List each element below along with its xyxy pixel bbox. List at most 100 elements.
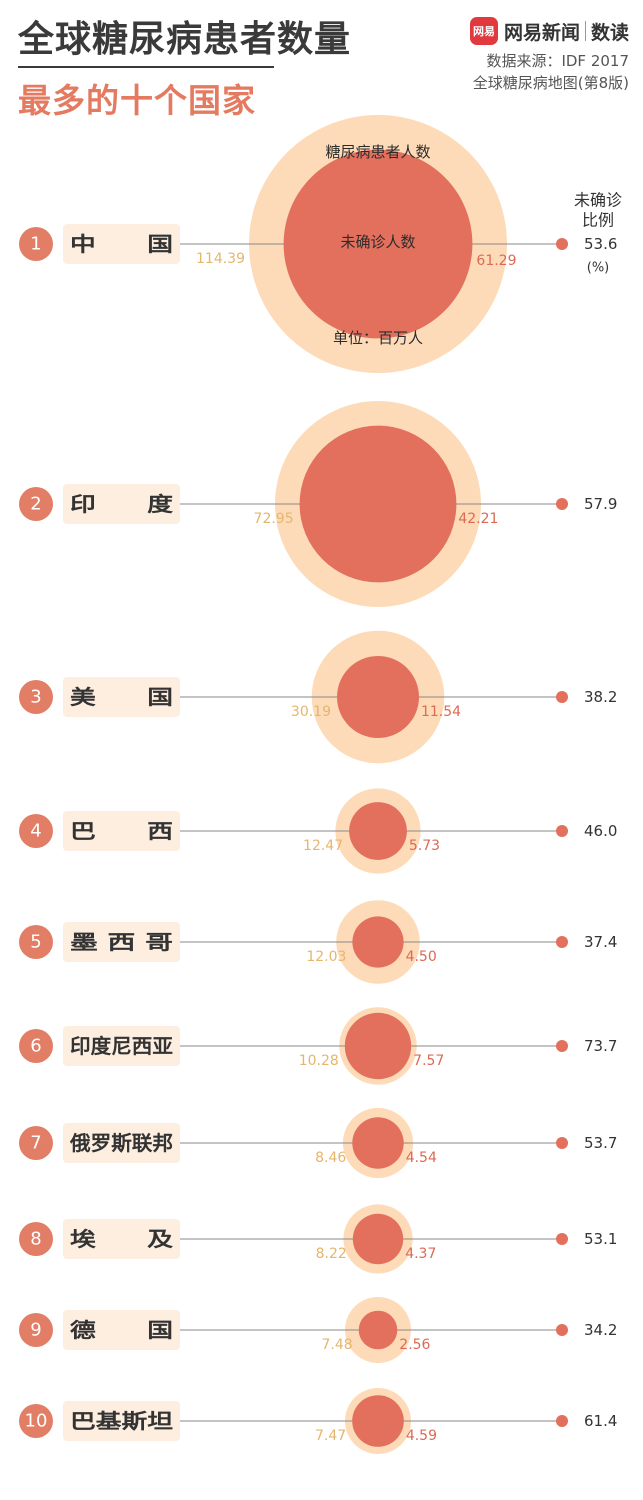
undiagnosed-bubble bbox=[283, 149, 473, 339]
rank-badge bbox=[19, 227, 53, 261]
country-label: 俄罗斯联邦 bbox=[69, 1131, 173, 1155]
undiagnosed-value-label: 4.50 bbox=[406, 949, 437, 965]
ratio-header-line2: 比例 bbox=[582, 211, 614, 230]
undiagnosed-bubble bbox=[352, 916, 404, 968]
undiagnosed-value-label: 4.59 bbox=[406, 1428, 437, 1444]
rank-label: 6 bbox=[30, 1036, 41, 1057]
country-label-box bbox=[63, 484, 180, 524]
total-value-label: 8.46 bbox=[315, 1150, 346, 1166]
country-label: 墨 西 哥 bbox=[70, 930, 173, 954]
total-value-label: 7.47 bbox=[315, 1428, 346, 1444]
rank-badge bbox=[19, 1222, 53, 1256]
rank-label: 9 bbox=[30, 1320, 41, 1341]
undiagnosed-bubble bbox=[299, 425, 457, 583]
ratio-dot bbox=[556, 238, 568, 250]
total-value-label: 10.28 bbox=[299, 1053, 339, 1069]
country-label: 巴基斯坦 bbox=[70, 1409, 173, 1433]
rank-label: 7 bbox=[30, 1133, 41, 1154]
rank-badge bbox=[19, 1029, 53, 1063]
rank-badge bbox=[19, 814, 53, 848]
rank-label: 5 bbox=[30, 932, 41, 953]
undiagnosed-bubble bbox=[352, 1395, 404, 1447]
undiagnosed-value-label: 7.57 bbox=[413, 1053, 444, 1069]
ratio-value-label: 61.4 bbox=[584, 1412, 617, 1430]
total-value-label: 72.95 bbox=[254, 511, 294, 527]
country-label-box bbox=[63, 677, 180, 717]
ratio-value-label: 53.1 bbox=[584, 1230, 617, 1248]
undiagnosed-bubble bbox=[337, 656, 419, 738]
ratio-dot bbox=[556, 1137, 568, 1149]
undiagnosed-bubble bbox=[349, 802, 407, 860]
country-label: 中 国 bbox=[70, 232, 173, 256]
page-title: 全球糖尿病患者数量 bbox=[18, 19, 352, 60]
rank-label: 10 bbox=[25, 1411, 48, 1432]
ratio-dot bbox=[556, 498, 568, 510]
ratio-value-label: 53.7 bbox=[584, 1134, 617, 1152]
country-label-box bbox=[63, 922, 180, 962]
country-label-box bbox=[63, 1310, 180, 1350]
undiagnosed-value-label: 42.21 bbox=[458, 511, 498, 527]
brand: 网易 网易新闻 数读 bbox=[469, 14, 629, 48]
total-value-label: 30.19 bbox=[291, 704, 331, 720]
rank-label: 8 bbox=[30, 1229, 41, 1250]
ratio-value-label: 38.2 bbox=[584, 688, 617, 706]
total-value-label: 8.22 bbox=[316, 1246, 347, 1262]
title-divider bbox=[18, 66, 274, 68]
ratio-dot bbox=[556, 1415, 568, 1427]
page-subtitle: 最多的十个国家 bbox=[18, 81, 256, 120]
legend-outer-label: 糖尿病患者人数 bbox=[325, 143, 430, 161]
ratio-value-label: 46.0 bbox=[584, 822, 617, 840]
brand-column: 数读 bbox=[590, 21, 629, 44]
country-label: 埃 及 bbox=[70, 1227, 174, 1251]
ratio-value-label: 34.2 bbox=[584, 1321, 617, 1339]
source-line-2: 全球糖尿病地图(第8版) bbox=[472, 74, 629, 92]
rank-badge bbox=[19, 1313, 53, 1347]
undiagnosed-bubble bbox=[352, 1117, 404, 1169]
ratio-dot bbox=[556, 936, 568, 948]
rank-label: 1 bbox=[30, 234, 41, 255]
rank-label: 4 bbox=[30, 821, 41, 842]
legend-inner-label: 未确诊人数 bbox=[340, 233, 415, 251]
country-label: 美 国 bbox=[70, 685, 173, 709]
brand-separator bbox=[584, 21, 586, 41]
brand-name: 网易新闻 bbox=[503, 21, 580, 44]
ratio-unit-label: (%) bbox=[587, 261, 610, 276]
source-note: 数据来源：IDF 2017 全球糖尿病地图(第8版) bbox=[473, 50, 629, 94]
country-label-box bbox=[63, 811, 180, 851]
rank-label: 2 bbox=[30, 494, 41, 515]
rank-badge bbox=[19, 925, 53, 959]
rank-badge bbox=[19, 680, 53, 714]
legend-unit-label: 单位：百万人 bbox=[333, 329, 423, 347]
country-label-box bbox=[63, 1123, 180, 1163]
country-label: 巴 西 bbox=[70, 819, 173, 843]
country-label-box bbox=[63, 1026, 180, 1066]
country-label-box bbox=[63, 224, 180, 264]
undiagnosed-value-label: 5.73 bbox=[409, 838, 440, 854]
source-line-1: 数据来源：IDF 2017 bbox=[486, 52, 629, 70]
rank-badge bbox=[19, 1404, 53, 1438]
undiagnosed-bubble bbox=[352, 1213, 404, 1265]
ratio-value-label: 73.7 bbox=[584, 1037, 617, 1055]
ratio-value-label: 37.4 bbox=[584, 933, 617, 951]
undiagnosed-value-label: 61.29 bbox=[476, 253, 516, 269]
country-label: 印度尼西亚 bbox=[70, 1034, 173, 1058]
total-value-label: 12.03 bbox=[306, 949, 346, 965]
brand-logo-icon: 网易 bbox=[469, 17, 498, 45]
ratio-dot bbox=[556, 825, 568, 837]
rank-label: 3 bbox=[30, 687, 41, 708]
undiagnosed-value-label: 2.56 bbox=[399, 1337, 430, 1353]
ratio-dot bbox=[556, 1040, 568, 1052]
total-value-label: 7.48 bbox=[322, 1337, 353, 1353]
country-label-box bbox=[63, 1219, 180, 1259]
undiagnosed-bubble bbox=[344, 1012, 412, 1080]
ratio-value-label: 57.9 bbox=[584, 495, 617, 513]
undiagnosed-value-label: 11.54 bbox=[421, 704, 461, 720]
rank-badge bbox=[19, 487, 53, 521]
ratio-dot bbox=[556, 1233, 568, 1245]
country-label-box bbox=[63, 1401, 180, 1441]
ratio-value-label: 53.6 bbox=[584, 235, 617, 253]
country-label: 德 国 bbox=[70, 1318, 173, 1342]
country-label: 印 度 bbox=[70, 492, 174, 516]
undiagnosed-value-label: 4.54 bbox=[406, 1150, 437, 1166]
